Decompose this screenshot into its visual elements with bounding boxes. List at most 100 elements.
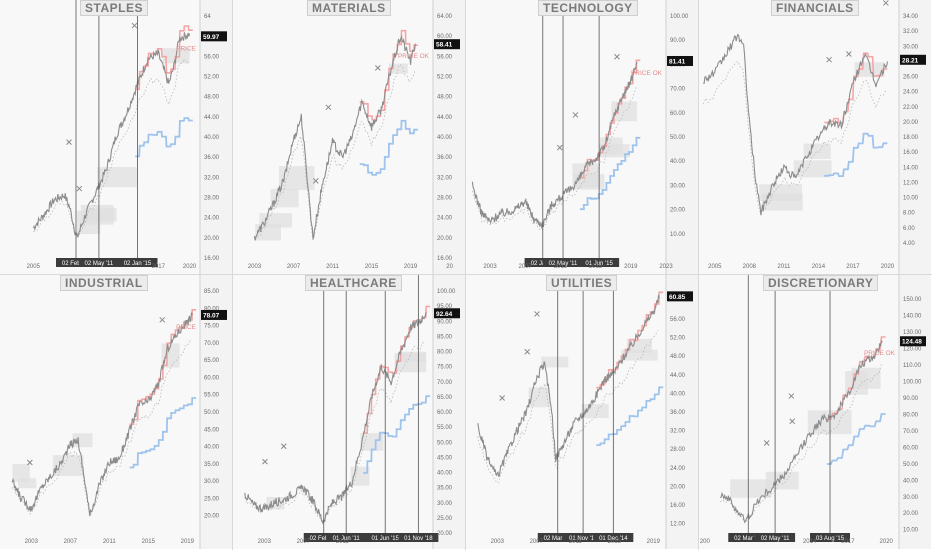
x-tick-label: 2017 [846,264,860,270]
y-tick-label: 26.00 [903,75,919,81]
y-tick-label: 130.00 [903,330,922,336]
y-tick-label: 80.00 [204,306,220,312]
y-tick-label: 70.00 [903,429,919,435]
chart-title: FINANCIALS [771,0,859,16]
x-tick-label: 2015 [589,264,603,270]
y-tick-label: 28.00 [437,196,453,202]
consolidation-zone [621,349,658,361]
x-marker [280,443,287,450]
y-tick-label: 45.00 [437,455,453,461]
y-tick-label: 40.00 [437,135,453,141]
consolidation-zone [528,387,550,408]
y-tick-label: 30.00 [204,479,220,485]
x-tick-label: 2005 [27,264,41,270]
x-tick-label: 2015 [608,539,622,545]
x-tick-label: 2003 [483,264,497,270]
lower-band-line [363,395,431,474]
y-tick-label: 36.00 [670,410,686,416]
sector-chart-utilities: 02 Mar '09 01 Nov '11 01 Dec '14 56.00 52.00… [466,275,698,549]
y-tick-label: 30.00 [903,44,919,50]
y-tick-label: 150.00 [903,297,922,303]
x-marker [826,56,832,63]
event-label: 01 Nov '11 [569,536,598,542]
event-label: 02 Mar '09 [544,536,573,542]
price-axis-area [899,0,931,274]
price-axis-area [666,275,698,549]
y-tick-label: 80.00 [903,412,919,418]
price-series-line [471,61,638,229]
y-tick-label: 44.00 [204,115,220,121]
x-marker [788,393,795,399]
y-tick-label: 22.00 [903,105,919,111]
x-marker [76,185,83,192]
consolidation-zone [360,433,384,451]
x-tick-label: 2015 [142,539,156,545]
y-tick-label: 16.00 [437,256,453,262]
x-marker [789,418,796,425]
x-tick-label: 2011 [554,264,568,270]
y-tick-label: 12.00 [903,180,919,186]
x-tick-label: 2019 [181,539,195,545]
price-annotation: PRICE OK [864,350,896,357]
y-tick-label: 10.00 [903,528,919,534]
y-tick-label: 20.00 [437,236,453,242]
x-marker [374,65,381,71]
x-marker [614,53,620,60]
y-tick-label: 50.00 [204,410,220,416]
trailing-curve [254,64,416,242]
x-marker [131,22,138,29]
y-tick-label: 60.00 [437,34,453,40]
vertical-divider-1 [232,0,233,550]
y-tick-label: 40.00 [903,478,919,484]
x-tick-label: 2011 [777,264,791,270]
x-marker [159,316,166,323]
x-tick-label: 2014 [803,539,817,545]
event-label: 01 Jun '11 [333,536,361,542]
y-tick-label: 6.00 [903,226,915,232]
y-tick-label: 32.00 [204,175,220,181]
consolidation-zone [52,455,84,476]
chart-title: DISCRETIONARY [763,275,879,291]
consolidation-zone [388,63,408,74]
x-tick-label: 2015 [365,264,379,270]
chart-title: UTILITIES [546,275,618,291]
x-marker [262,458,268,465]
y-tick-label: 85.00 [437,334,453,340]
upper-band-line [359,29,418,121]
last-price-badge [434,308,460,319]
x-tick-label: 2007 [64,539,78,545]
y-tick-label: 80.00 [437,350,453,356]
event-label-bg [398,533,439,542]
x-tick-label: 2003 [25,539,39,545]
x-tick-label: 2003 [491,539,505,545]
y-tick-label: 65.00 [204,358,220,364]
event-label: 02 Jan '15 [124,261,152,267]
event-label-bg [117,258,158,267]
y-tick-label: 100.00 [437,289,456,295]
x-tick-label: 2011 [326,264,340,270]
y-tick-label: 30.00 [903,495,919,501]
y-tick-label: 16.00 [903,150,919,156]
y-tick-label: 36.00 [437,155,453,161]
event-label: 02 Feb '09 [310,536,339,542]
last-price-label: 60.85 [669,294,686,301]
consolidation-zone [626,338,652,354]
price-axis-area [200,275,232,549]
y-tick-label: 20.00 [204,236,220,242]
last-price-label: 92.64 [436,311,453,318]
chart-svg: 85.00 80.00 75.00 70.00 65.00 60.00 55.00 50.00… [11,275,232,549]
y-tick-label: 90.00 [903,396,919,402]
event-label-bg [537,533,578,542]
x-tick-label: 2017 [841,539,855,545]
last-price-label: 28.21 [902,57,919,64]
event-label-bg [579,258,620,267]
y-tick-label: 48.00 [437,95,453,101]
y-tick-label: 35.00 [204,462,220,468]
y-tick-label: 20.00 [204,514,220,520]
sector-chart-healthcare: 02 Feb '09 01 Jun '11 01 Jun '15 01 Nov '18… [233,275,465,549]
price-axis-area [899,275,931,549]
y-tick-label: 12.00 [670,522,686,528]
